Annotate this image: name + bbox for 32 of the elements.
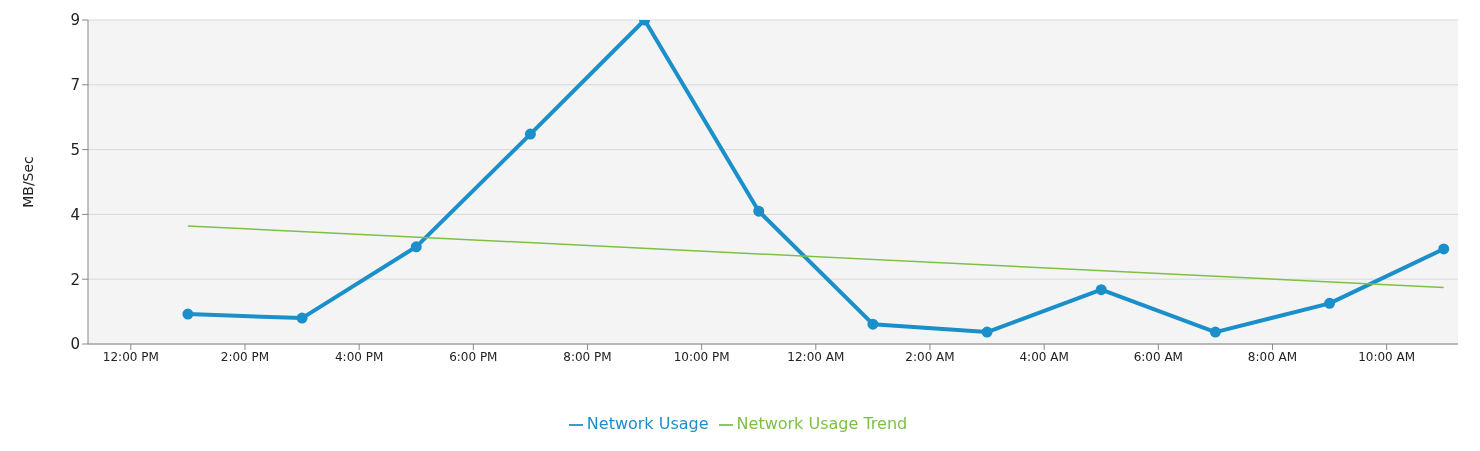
y-tick-label: 4 [70,205,80,224]
y-tick-label: 7 [70,76,80,95]
x-tick-label: 12:00 PM [102,349,159,364]
point [1095,284,1107,296]
y-tick-label: 2 [70,270,80,289]
point [182,308,194,320]
point [867,318,879,330]
legend-label: Network Usage Trend [736,414,908,433]
x-tick-label: 6:00 AM [1133,349,1183,364]
point [1438,243,1450,255]
point [410,241,422,253]
x-tick-label: 12:00 AM [787,349,845,364]
point [981,326,993,338]
x-tick-label: 8:00 AM [1247,349,1298,364]
x-tick-label: 2:00 AM [905,349,955,364]
y-tick-label: 9 [70,11,80,30]
point [524,128,536,140]
x-tick-label: 10:00 PM [673,349,730,364]
point [753,205,765,217]
x-tick-label: 10:00 AM [1358,349,1416,364]
x-tick-label: 8:00 PM [563,349,612,364]
y-tick-label: 0 [70,335,80,354]
y-tick-label: 5 [70,140,80,159]
x-tick-label: 4:00 AM [1019,349,1069,364]
point [296,312,308,324]
point [1209,326,1221,338]
x-tick-label: 6:00 PM [449,349,498,364]
legend-label: Network Usage [586,414,709,433]
y-axis-title: MB/Sec [19,156,36,208]
x-tick-label: 4:00 PM [334,349,384,364]
point [1324,297,1336,309]
x-tick-label: 2:00 PM [220,349,270,364]
